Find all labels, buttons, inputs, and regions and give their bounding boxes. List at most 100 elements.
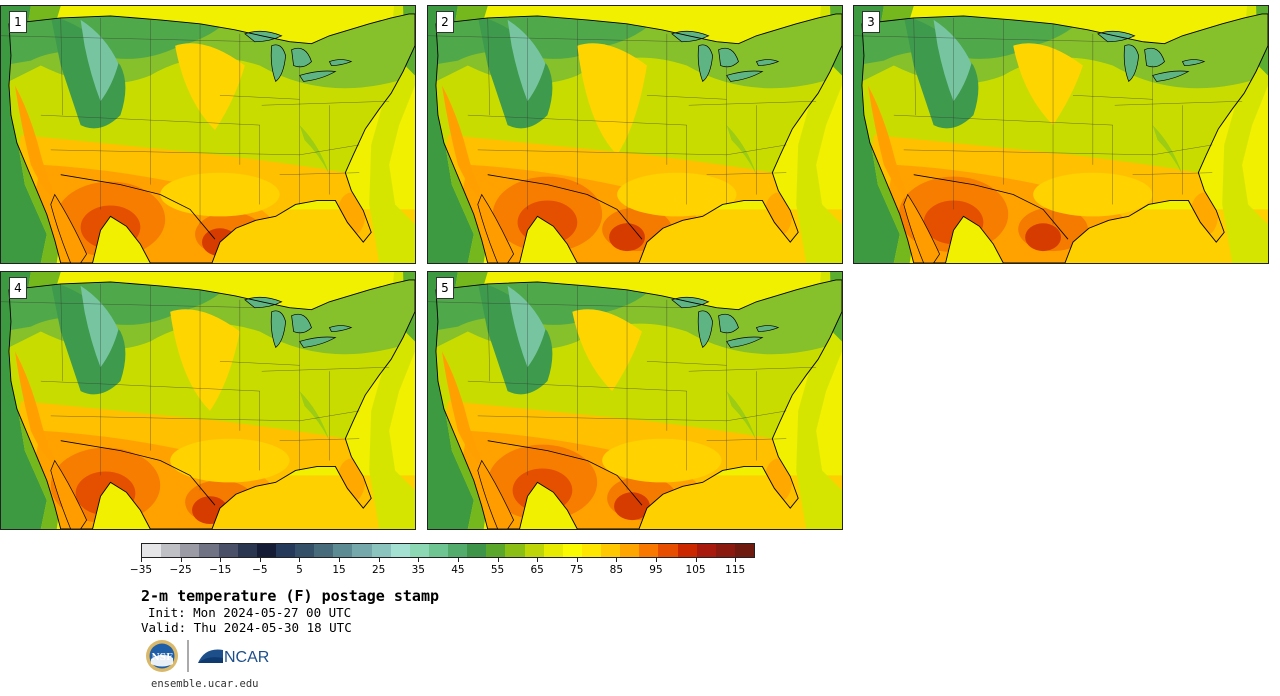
state-boundary — [487, 283, 490, 382]
colorbar-swatch — [639, 544, 659, 557]
mexico-border — [487, 440, 643, 506]
colorbar-tick — [418, 558, 420, 562]
colorbar-swatch — [333, 544, 353, 557]
state-boundary — [40, 380, 260, 392]
colorbar-tick-label: 25 — [371, 564, 386, 576]
great-lake — [1144, 47, 1165, 68]
great-lake — [1152, 70, 1190, 82]
member-panel-3: 3 — [853, 5, 1269, 264]
member-label: 2 — [436, 11, 454, 33]
great-lake — [1181, 59, 1206, 66]
colorbar-swatch — [581, 544, 601, 557]
colorbar-swatch — [467, 544, 487, 557]
colorbar-swatch — [409, 544, 429, 557]
colorbar-tick-label: −15 — [209, 564, 232, 576]
colorbar-tick-label: 95 — [649, 564, 663, 576]
great-lake — [291, 47, 312, 68]
state-boundary — [477, 415, 727, 422]
colorbar-tick — [141, 558, 142, 562]
colorbar-tick-label: 5 — [296, 564, 303, 576]
baja-peninsula — [477, 193, 514, 263]
website-url: ensemble.ucar.edu — [151, 678, 259, 690]
colorbar-swatch — [218, 544, 238, 557]
colorbar-tick-label: −25 — [169, 564, 192, 576]
state-boundary — [688, 367, 817, 372]
ncar-logo: NCAR — [198, 646, 269, 666]
colorbar-tick-label: −35 — [129, 564, 153, 576]
init-time: Init: Mon 2024-05-27 00 UTC — [148, 605, 352, 620]
colorbar-swatch — [448, 544, 468, 557]
svg-text:NSF: NSF — [151, 653, 173, 663]
state-boundary — [1114, 101, 1243, 106]
great-lake — [270, 44, 286, 82]
figure-title: 2-m temperature (F) postage stamp — [141, 587, 440, 605]
great-lake — [697, 310, 713, 348]
colorbar-swatch — [237, 544, 257, 557]
colorbar-swatch — [371, 544, 391, 557]
state-boundary — [279, 172, 360, 175]
colorbar-swatch — [142, 544, 162, 557]
baja-peninsula — [50, 193, 87, 263]
valid-time: Valid: Thu 2024-05-30 18 UTC — [141, 620, 352, 635]
colorbar-tick — [497, 558, 499, 562]
temperature-map-5 — [428, 272, 842, 529]
state-boundary — [50, 415, 300, 422]
state-boundary — [646, 361, 727, 366]
colorbar-tick — [655, 558, 657, 562]
colorbar-tick — [576, 558, 578, 562]
great-lake — [726, 70, 764, 82]
colorbar-tick-label: 55 — [490, 564, 505, 576]
coastline — [435, 13, 842, 263]
colorbar-tick-label: 115 — [725, 564, 746, 576]
state-boundary — [60, 17, 63, 116]
state-boundary — [706, 438, 787, 441]
coastline — [435, 279, 842, 529]
state-boundary — [487, 17, 490, 116]
state-boundary — [40, 114, 260, 126]
colorbar-swatch — [295, 544, 315, 557]
colorbar-tick — [378, 558, 380, 562]
state-boundary — [1, 301, 260, 308]
state-boundary — [219, 361, 300, 366]
state-boundary — [1132, 172, 1213, 175]
coastline — [861, 13, 1268, 263]
colorbar-tick — [299, 558, 301, 562]
baja-peninsula — [477, 459, 514, 529]
mexico-border — [60, 174, 216, 240]
state-boundary — [50, 149, 300, 156]
colorbar-swatch — [390, 544, 410, 557]
colorbar-swatch — [524, 544, 544, 557]
state-boundary — [467, 114, 687, 126]
colorbar-tick — [259, 558, 261, 562]
coastline — [8, 279, 415, 529]
colorbar-swatch — [428, 544, 448, 557]
colorbar-tick — [735, 558, 737, 562]
state-boundary — [477, 149, 727, 156]
colorbar-tick — [180, 558, 182, 562]
state-boundary — [428, 35, 687, 42]
colorbar-swatch — [180, 544, 200, 557]
state-boundary — [1, 35, 260, 42]
svg-text:NCAR: NCAR — [224, 649, 269, 666]
state-boundary — [706, 172, 787, 175]
great-lake — [755, 325, 780, 332]
colorbar-swatch — [562, 544, 582, 557]
mexico-border — [913, 174, 1069, 240]
great-lake — [718, 313, 739, 334]
colorbar-swatch — [314, 544, 334, 557]
temperature-map-4 — [1, 272, 415, 529]
colorbar-tick-label: −5 — [252, 564, 268, 576]
state-boundary — [467, 380, 687, 392]
member-panel-1: 1 — [0, 5, 416, 264]
colorbar-tick-label: 45 — [451, 564, 465, 576]
great-lake — [299, 336, 337, 348]
colorbar-swatch — [696, 544, 716, 557]
coastline — [8, 13, 415, 263]
colorbar-tick-label: 35 — [411, 564, 425, 576]
baja-peninsula — [50, 459, 87, 529]
state-boundary — [261, 367, 390, 372]
logo-group: NSF NCAR — [145, 638, 285, 674]
mexico-border — [487, 174, 643, 240]
colorbar-tick-label: 75 — [570, 564, 584, 576]
state-boundary — [428, 301, 687, 308]
